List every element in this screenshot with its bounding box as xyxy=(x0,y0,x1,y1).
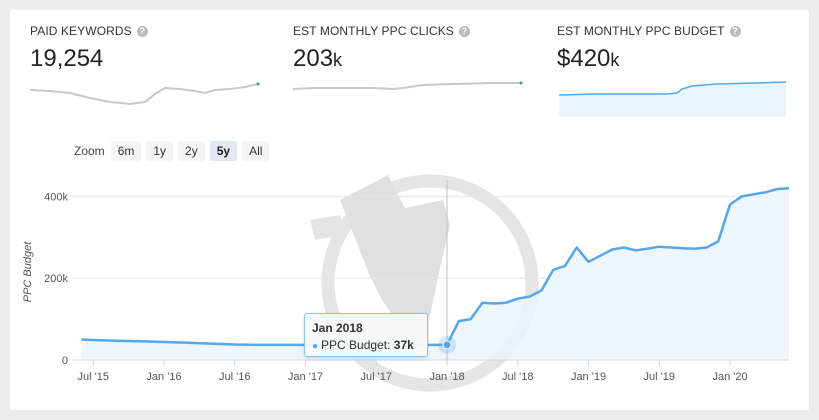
chart-tooltip: Jan 2018 ● PPC Budget: 37k xyxy=(304,313,428,357)
series-area-fill xyxy=(81,188,789,360)
y-tick-label: 0 xyxy=(62,355,68,367)
y-tick-label: 400k xyxy=(44,191,68,203)
series-dot-icon: ● xyxy=(312,341,319,352)
series-line[interactable] xyxy=(81,186,790,347)
help-icon[interactable]: ? xyxy=(136,26,148,37)
x-tick-label: Jul '16 xyxy=(219,371,250,383)
watermark-logo xyxy=(310,174,539,392)
series-area xyxy=(81,180,790,360)
zoom-controls: Zoom 6m 1y 2y 5y All xyxy=(74,140,274,162)
stat-label: EST MONTHLY PPC BUDGET? xyxy=(557,24,741,38)
help-icon[interactable]: ? xyxy=(729,26,741,37)
stat-value: 203k xyxy=(293,45,343,72)
stat-label: PAID KEYWORDS? xyxy=(30,24,148,38)
y-tick-label: 200k xyxy=(44,273,68,285)
x-tick-label: Jan '16 xyxy=(146,371,181,383)
help-icon[interactable]: ? xyxy=(458,26,470,37)
zoom-label: Zoom xyxy=(74,144,105,158)
ppc-overview-card: PAID KEYWORDS? 19,254 EST MONTHLY PPC CL… xyxy=(10,10,809,410)
zoom-6m-button[interactable]: 6m xyxy=(110,141,142,161)
paid-keywords-sparkline xyxy=(30,82,260,106)
zoom-1y-button[interactable]: 1y xyxy=(146,141,174,161)
x-tick-label: Jan '20 xyxy=(712,371,747,383)
zoom-2y-button[interactable]: 2y xyxy=(178,141,205,161)
zoom-5y-button[interactable]: 5y xyxy=(209,141,238,161)
ppc-budget-chart[interactable]: 0 200k 400k Jul '15 Jan '16 Jul '16 Jan '17 Jul… xyxy=(10,10,809,410)
tooltip-title: Jan 2018 xyxy=(312,321,363,335)
x-tick-label: Jul '18 xyxy=(502,371,533,383)
ppc-clicks-sparkline xyxy=(293,81,523,91)
x-tick-label: Jul '15 xyxy=(78,371,109,383)
zoom-all-button[interactable]: All xyxy=(242,141,270,161)
axes: 0 200k 400k Jul '15 Jan '16 Jul '16 Jan '17 Jul… xyxy=(44,191,789,383)
x-tick-label: Jan '18 xyxy=(429,371,464,383)
highlighted-data-point[interactable] xyxy=(442,340,452,350)
stat-value: $420k xyxy=(557,45,620,72)
tooltip-row: ● PPC Budget: 37k xyxy=(312,338,414,352)
ppc-budget-sparkline xyxy=(558,81,787,117)
x-tick-label: Jan '19 xyxy=(571,371,606,383)
x-tick-label: Jan '17 xyxy=(288,371,323,383)
y-axis-label: PPC Budget xyxy=(22,241,34,302)
stat-label: EST MONTHLY PPC CLICKS? xyxy=(293,24,470,38)
x-tick-label: Jul '19 xyxy=(644,371,675,383)
x-tick-label: Jul '17 xyxy=(361,371,392,383)
stat-value: 19,254 xyxy=(30,45,104,72)
